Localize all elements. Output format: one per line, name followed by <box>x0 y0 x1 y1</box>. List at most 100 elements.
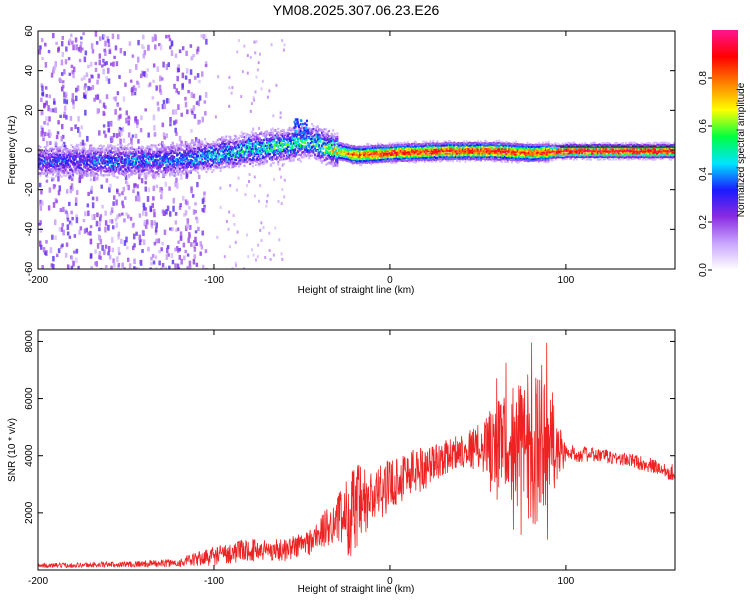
spectrogram-ridge-cell <box>154 153 157 157</box>
spectrogram-ridge-cell <box>449 159 452 162</box>
spectrogram-speckle <box>127 115 130 119</box>
spectrogram-ridge-cell <box>49 160 52 163</box>
spectrogram-ridge-cell <box>388 149 391 152</box>
spectrogram-speckle <box>107 121 110 128</box>
spectrogram-ridge-cell <box>218 155 221 158</box>
spectrogram-speckle <box>246 54 249 58</box>
spectrogram-ridge-cell <box>257 162 260 165</box>
spectrogram-speckle <box>252 253 255 257</box>
spectrogram-ridge-cell <box>447 156 450 159</box>
spectrogram-speckle <box>165 34 168 39</box>
spectrogram-ridge-cell <box>447 143 450 146</box>
spectrogram-ridge-cell <box>423 154 426 157</box>
spectrogram-speckle <box>151 202 155 208</box>
spectrogram-ridge-cell <box>249 154 252 157</box>
spectrogram-ridge-cell <box>171 173 174 177</box>
spectrogram-speckle <box>117 129 121 133</box>
spectrogram-ridge-cell <box>270 137 273 140</box>
spectrogram-ridge-cell <box>94 148 97 152</box>
spectrogram-ridge-cell <box>167 157 170 161</box>
spectrogram-ridge-cell <box>226 145 229 148</box>
spectrogram-speckle <box>165 98 169 104</box>
spectrogram-speckle <box>68 38 72 43</box>
spectrogram-speckle <box>134 116 138 121</box>
spectrogram-ridge-cell <box>92 174 95 177</box>
spectrogram-ridge-cell <box>251 165 254 168</box>
spectrogram-ridge-cell <box>442 146 445 149</box>
spectrogram-ridge-cell <box>108 159 111 162</box>
spectrogram-speckle <box>193 244 196 249</box>
spectrogram-ridge-cell <box>135 150 138 153</box>
spectrogram-ridge-cell <box>66 161 69 164</box>
spectrogram-ridge-cell <box>329 137 332 141</box>
spectrogram-ridge-cell <box>140 150 143 153</box>
spectrogram-ridge-cell <box>427 142 430 146</box>
spectrogram-ridge-cell <box>211 144 214 147</box>
spectrogram-ridge-cell <box>457 158 460 161</box>
spectrogram-ridge-cell <box>149 145 152 148</box>
spectrogram-ridge-cell <box>109 167 112 170</box>
spectrogram-speckle <box>70 256 74 261</box>
spectrogram-ridge-cell <box>95 159 98 162</box>
spectrogram-speckle <box>68 72 72 76</box>
spectrogram-ridge-cell <box>434 144 437 147</box>
spectrogram-ridge-cell <box>305 155 308 158</box>
spectrogram-ridge-cell <box>396 141 399 144</box>
spectrogram-ridge-cell <box>168 152 171 155</box>
spectrogram-ridge-cell <box>327 135 330 138</box>
spectrogram-ridge-cell <box>195 155 198 159</box>
spectrogram-ridge-cell <box>178 163 181 167</box>
spectrogram-ridge-cell <box>39 150 42 153</box>
spectrogram-ridge-cell <box>316 137 319 140</box>
spectrogram-ridge-cell <box>143 167 146 170</box>
spectrogram-ridge-cell <box>204 150 207 153</box>
spectrogram-ridge-cell <box>385 150 388 153</box>
spectrogram-ridge-cell <box>370 154 373 158</box>
spectrogram-speckle <box>121 212 124 216</box>
spectrogram-ridge-cell <box>409 159 412 162</box>
spectrogram-ridge-cell <box>116 149 119 152</box>
spectrogram-ridge-cell <box>373 153 376 156</box>
spectrogram-ridge-cell <box>395 161 398 164</box>
spectrogram-ridge-cell <box>264 136 267 139</box>
spectrogram-ridge-cell <box>175 171 178 174</box>
spectrogram-ridge-cell <box>388 159 391 163</box>
spectrogram-ridge-cell <box>229 160 232 163</box>
spectrogram-ridge-cell <box>254 132 257 135</box>
spectrogram-speckle <box>234 261 237 265</box>
spectrogram-ridge-cell <box>458 156 461 159</box>
spectrogram-ridge-cell <box>350 161 353 164</box>
spectrogram-ridge-cell <box>87 153 90 157</box>
spectrogram-ridge-cell <box>320 151 323 154</box>
spectrogram-ridge-cell <box>392 153 395 156</box>
spectrogram-speckle <box>142 46 145 50</box>
spectrogram-ridge-cell <box>430 150 433 153</box>
spectrogram-ridge-cell <box>263 138 266 141</box>
spectrogram-ridge-cell <box>294 144 297 148</box>
spectrogram-ridge-cell <box>329 162 332 165</box>
spectrogram-ridge-cell <box>180 153 183 156</box>
spectrogram-ridge-cell <box>225 161 228 164</box>
spectrogram-ridge-cell <box>291 145 294 148</box>
spectrogram-ridge-cell <box>439 147 442 150</box>
spectrogram-ridge-cell <box>404 155 407 158</box>
spectrogram-ridge-cell <box>50 171 53 174</box>
spectrogram-speckle <box>121 191 124 196</box>
spectrogram-ridge-cell <box>135 159 138 162</box>
spectrogram-ridge-cell <box>306 149 309 152</box>
spectrogram-ridge-cell <box>259 143 262 146</box>
spectrogram-ridge-cell <box>458 152 461 155</box>
spectrogram-ridge-cell <box>191 163 194 166</box>
spectrogram-ridge-cell <box>230 148 233 151</box>
spectrogram-ridge-cell <box>247 157 250 160</box>
spectrogram-ridge-cell <box>356 149 359 153</box>
spectrogram-speckle <box>188 265 192 269</box>
spectrogram-ridge-cell <box>236 138 239 141</box>
spectrogram-ridge-cell <box>119 156 122 160</box>
spectrogram-ridge-cell <box>114 161 117 164</box>
spectrogram-ridge-cell <box>63 164 66 167</box>
spectrogram-ridge-cell <box>184 160 187 163</box>
spectrogram-ridge-cell <box>318 135 321 138</box>
spectrogram-speckle <box>118 107 122 111</box>
spectrogram-ridge-cell <box>187 163 190 166</box>
